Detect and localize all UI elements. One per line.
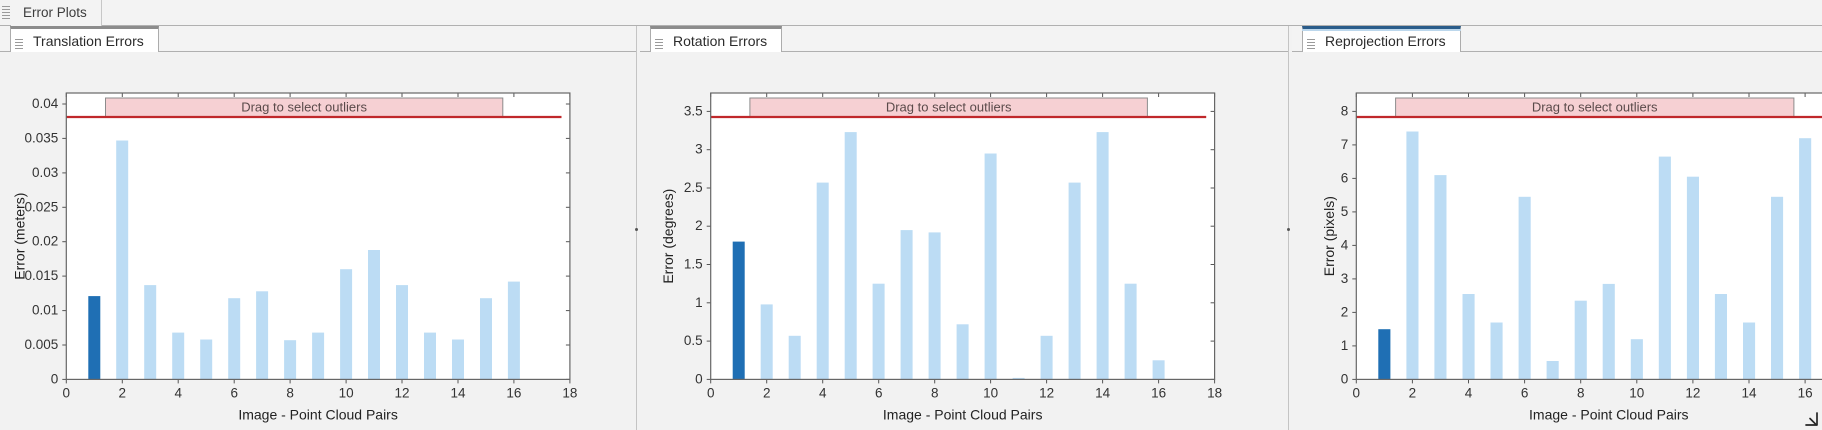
- svg-text:8: 8: [1577, 385, 1585, 400]
- svg-text:18: 18: [1207, 385, 1222, 400]
- svg-text:1: 1: [695, 295, 703, 310]
- svg-text:2: 2: [1409, 385, 1417, 400]
- svg-text:Drag to select outliers: Drag to select outliers: [241, 100, 367, 115]
- svg-text:4: 4: [819, 385, 827, 400]
- svg-text:0: 0: [695, 371, 703, 386]
- svg-text:14: 14: [1741, 385, 1757, 400]
- svg-text:Error (meters): Error (meters): [11, 193, 27, 280]
- svg-text:16: 16: [506, 385, 521, 400]
- svg-text:3.5: 3.5: [684, 103, 703, 118]
- svg-text:3: 3: [695, 142, 703, 157]
- svg-text:2: 2: [695, 218, 703, 233]
- svg-text:0: 0: [1341, 371, 1349, 386]
- svg-text:4: 4: [174, 385, 182, 400]
- svg-text:0.5: 0.5: [684, 333, 703, 348]
- svg-text:1: 1: [1341, 338, 1349, 353]
- svg-text:10: 10: [983, 385, 998, 400]
- svg-text:0: 0: [707, 385, 715, 400]
- svg-text:0.025: 0.025: [25, 199, 59, 214]
- svg-text:1.5: 1.5: [684, 257, 703, 272]
- svg-text:6: 6: [1341, 170, 1349, 185]
- svg-text:Drag to select outliers: Drag to select outliers: [1532, 100, 1658, 115]
- svg-text:8: 8: [286, 385, 294, 400]
- svg-text:4: 4: [1465, 385, 1473, 400]
- svg-text:16: 16: [1151, 385, 1166, 400]
- svg-text:Image - Point Cloud Pairs: Image - Point Cloud Pairs: [1529, 406, 1689, 422]
- svg-text:10: 10: [1629, 385, 1644, 400]
- svg-text:0.04: 0.04: [32, 96, 59, 111]
- svg-text:0.01: 0.01: [32, 303, 58, 318]
- svg-text:2.5: 2.5: [684, 180, 703, 195]
- svg-text:Error (pixels): Error (pixels): [1321, 196, 1337, 276]
- svg-text:Drag to select outliers: Drag to select outliers: [886, 100, 1012, 115]
- svg-text:2: 2: [119, 385, 127, 400]
- svg-text:4: 4: [1341, 237, 1349, 252]
- svg-text:10: 10: [339, 385, 354, 400]
- svg-text:5: 5: [1341, 204, 1349, 219]
- svg-text:0: 0: [63, 385, 71, 400]
- svg-text:0: 0: [1353, 385, 1361, 400]
- svg-text:0.015: 0.015: [25, 268, 59, 283]
- svg-text:6: 6: [230, 385, 238, 400]
- svg-text:3: 3: [1341, 271, 1349, 286]
- svg-text:6: 6: [1521, 385, 1529, 400]
- svg-text:0.02: 0.02: [32, 234, 58, 249]
- svg-text:0.035: 0.035: [25, 130, 59, 145]
- svg-text:18: 18: [562, 385, 577, 400]
- svg-text:Image - Point Cloud Pairs: Image - Point Cloud Pairs: [238, 406, 398, 422]
- svg-text:6: 6: [875, 385, 883, 400]
- svg-text:0.005: 0.005: [25, 337, 59, 352]
- svg-text:12: 12: [1039, 385, 1054, 400]
- svg-text:12: 12: [1685, 385, 1700, 400]
- svg-text:14: 14: [1095, 385, 1111, 400]
- svg-text:8: 8: [1341, 103, 1349, 118]
- svg-text:16: 16: [1798, 385, 1813, 400]
- svg-text:2: 2: [763, 385, 771, 400]
- svg-text:2: 2: [1341, 304, 1349, 319]
- svg-text:Image - Point Cloud Pairs: Image - Point Cloud Pairs: [883, 406, 1043, 422]
- svg-text:14: 14: [450, 385, 466, 400]
- svg-text:0: 0: [51, 371, 59, 386]
- svg-text:7: 7: [1341, 137, 1349, 152]
- svg-text:12: 12: [394, 385, 409, 400]
- svg-text:Error (degrees): Error (degrees): [660, 189, 676, 284]
- svg-text:0.03: 0.03: [32, 165, 58, 180]
- svg-text:8: 8: [931, 385, 939, 400]
